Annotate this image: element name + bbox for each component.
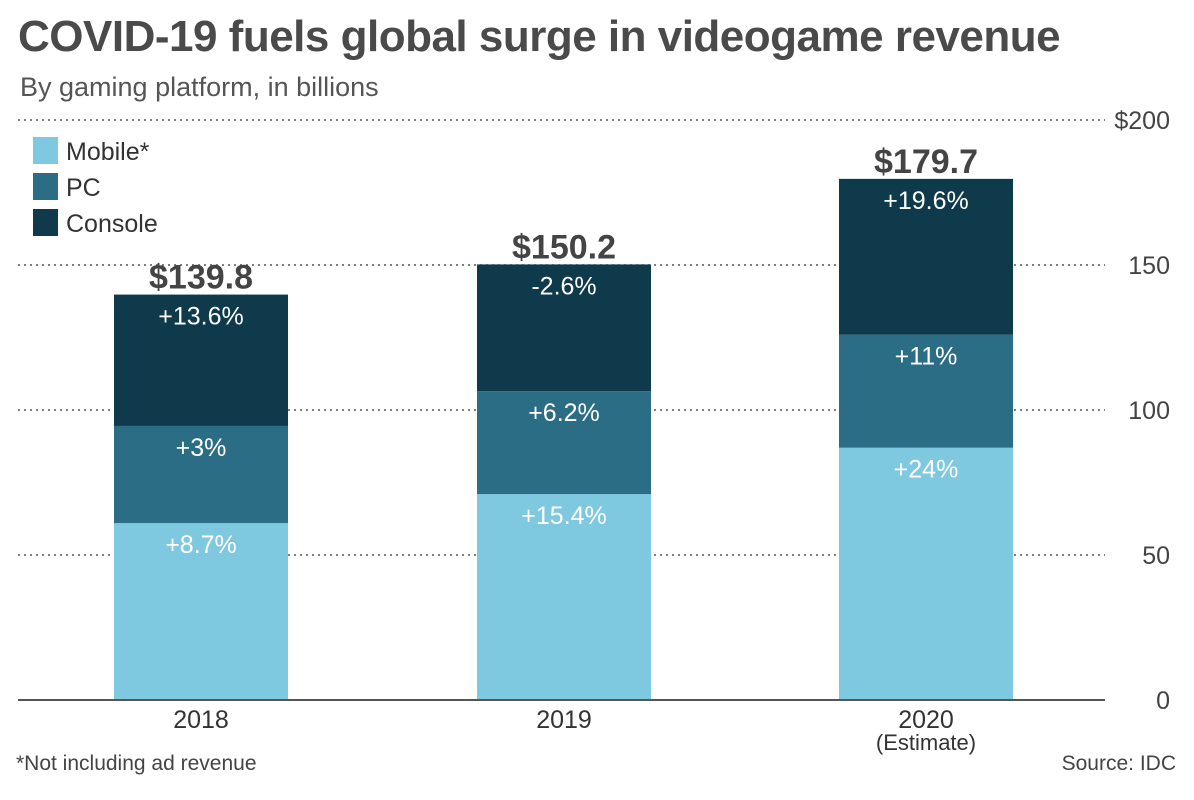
bar-total-label: $150.2 <box>512 228 616 266</box>
segment-growth-label: +24% <box>894 456 959 484</box>
bar-segment-pc <box>839 334 1013 448</box>
x-tick-label: 2018 <box>173 706 229 734</box>
legend-swatch <box>33 173 58 200</box>
bar-segment-pc <box>114 425 288 524</box>
segment-growth-label: +13.6% <box>158 303 244 331</box>
bar-segment-console <box>477 264 651 392</box>
segment-growth-label: +6.2% <box>528 399 600 427</box>
x-tick-label: 2020 <box>898 706 954 734</box>
legend-swatch <box>33 137 58 164</box>
bar-segment-mobile <box>114 523 288 700</box>
segment-growth-label: +19.6% <box>883 187 969 215</box>
legend-label: PC <box>66 174 101 202</box>
chart-subtitle: By gaming platform, in billions <box>20 72 379 102</box>
segment-growth-label: +11% <box>895 343 958 371</box>
bar-segment-mobile <box>477 494 651 700</box>
footnote: *Not including ad revenue <box>16 752 257 775</box>
y-tick-label: $200 <box>1114 107 1170 135</box>
chart-title: COVID-19 fuels global surge in videogame… <box>18 12 1061 61</box>
x-tick-sublabel: (Estimate) <box>876 730 976 755</box>
y-tick-label: 50 <box>1142 542 1170 570</box>
legend-label: Console <box>66 210 158 238</box>
legend-label: Mobile* <box>66 138 150 166</box>
legend-swatch <box>33 209 58 236</box>
bar-segment-console <box>114 294 288 426</box>
y-tick-label: 100 <box>1128 397 1170 425</box>
segment-growth-label: -2.6% <box>531 272 596 300</box>
bar-segment-mobile <box>839 447 1013 700</box>
source-note: Source: IDC <box>1061 752 1176 775</box>
segment-growth-label: +15.4% <box>521 502 607 530</box>
bar-total-label: $179.7 <box>874 143 978 181</box>
bar-segment-pc <box>477 391 651 495</box>
segment-growth-label: +3% <box>176 434 227 462</box>
bar-total-label: $139.8 <box>149 259 253 297</box>
x-tick-label: 2019 <box>536 706 592 734</box>
y-tick-label: 0 <box>1156 687 1170 715</box>
y-tick-label: 150 <box>1128 252 1170 280</box>
bar-segment-console <box>839 178 1013 335</box>
segment-growth-label: +8.7% <box>165 531 237 559</box>
